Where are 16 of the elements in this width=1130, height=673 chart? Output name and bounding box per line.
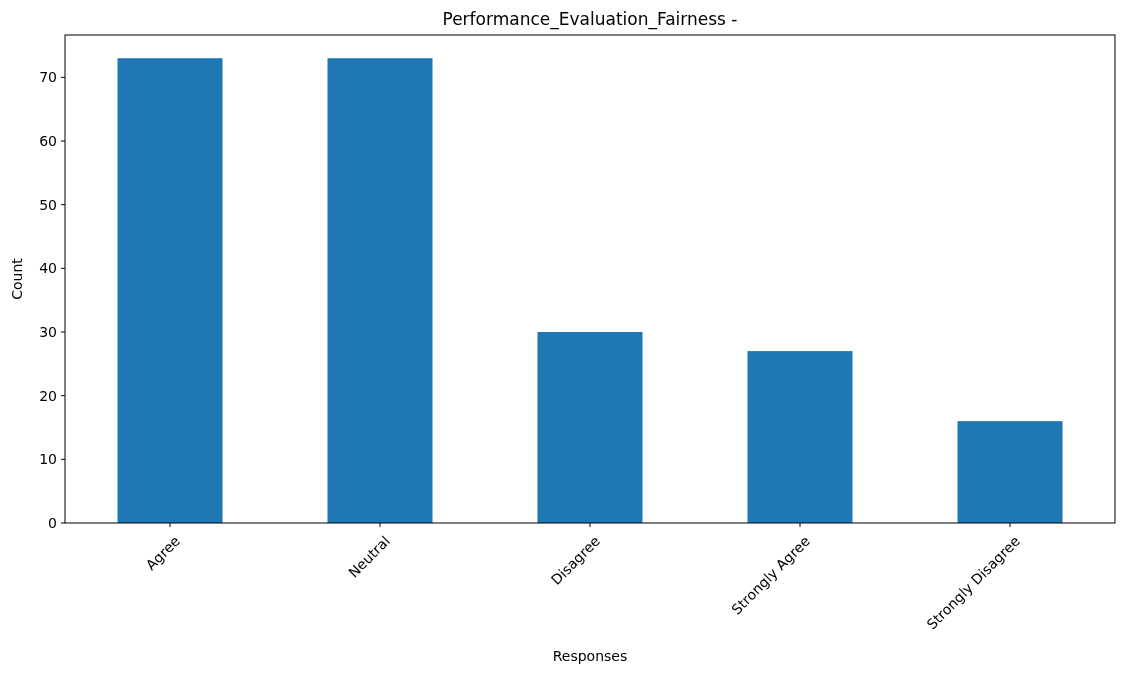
y-tick-label: 60: [39, 132, 57, 149]
y-tick-label: 20: [39, 387, 57, 404]
bar: [747, 351, 853, 523]
x-axis-title: Responses: [552, 648, 628, 664]
y-tick-label: 0: [48, 514, 57, 531]
bar: [117, 58, 223, 523]
y-tick-label: 40: [39, 260, 57, 277]
y-tick-label: 50: [39, 196, 57, 213]
bar: [537, 332, 643, 523]
y-axis-title: Count: [9, 257, 25, 300]
y-tick-label: 70: [39, 69, 57, 86]
chart-title: Performance_Evaluation_Fairness -: [442, 9, 738, 30]
y-tick-label: 30: [39, 323, 57, 340]
bar: [327, 58, 433, 523]
bar: [957, 421, 1063, 523]
y-tick-label: 10: [39, 451, 57, 468]
